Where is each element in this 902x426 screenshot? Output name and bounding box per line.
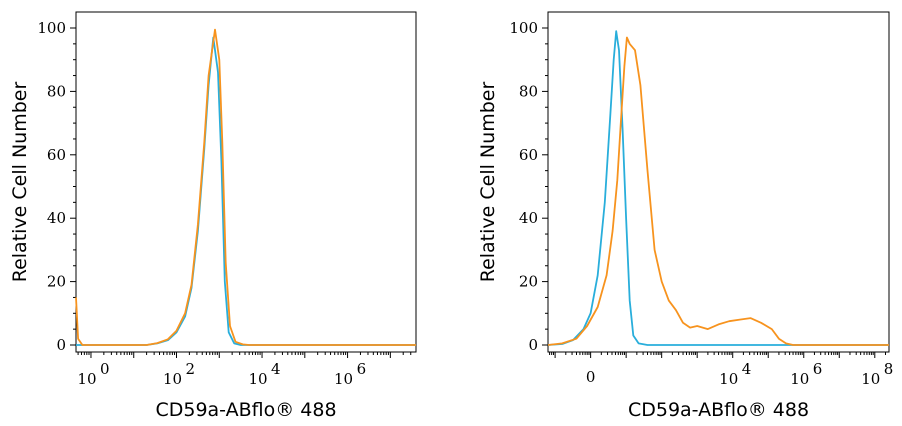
x-tick-exponent: 6: [813, 360, 823, 378]
y-axis-label: Relative Cell Number: [477, 82, 499, 283]
y-tick-label: 60: [519, 146, 538, 164]
x-tick-exponent: 6: [357, 360, 367, 378]
x-tick-label: 10: [334, 370, 353, 388]
series-line-1: [547, 30, 889, 346]
x-tick-label: 10: [790, 370, 809, 388]
series-line-1: [76, 36, 416, 346]
y-tick-label: 80: [519, 82, 538, 100]
series-line-2: [547, 36, 889, 346]
x-tick-exponent: 4: [271, 360, 281, 378]
x-tick-label: 10: [861, 370, 880, 388]
x-axis-label: CD59a-ABflo® 488: [628, 399, 809, 421]
x-tick-label: 10: [163, 370, 182, 388]
x-tick-label: 10: [719, 370, 738, 388]
y-tick-label: 100: [509, 19, 538, 37]
y-tick-label: 80: [47, 82, 66, 100]
y-tick-label: 0: [56, 336, 66, 354]
y-tick-label: 20: [519, 273, 538, 291]
x-tick-exponent: 0: [100, 360, 110, 378]
x-axis-label: CD59a-ABflo® 488: [155, 399, 336, 421]
y-tick-label: 0: [528, 336, 538, 354]
y-tick-label: 100: [37, 19, 66, 37]
x-tick-exponent: 8: [884, 360, 894, 378]
x-tick-label: 0: [586, 368, 596, 386]
plot-frame: [75, 11, 417, 353]
series-line-2: [75, 28, 416, 346]
y-tick-label: 40: [47, 209, 66, 227]
x-tick-exponent: 4: [742, 360, 752, 378]
x-tick-label: 10: [77, 370, 96, 388]
y-tick-label: 20: [47, 273, 66, 291]
y-tick-label: 40: [519, 209, 538, 227]
y-tick-label: 60: [47, 146, 66, 164]
y-axis-label: Relative Cell Number: [9, 82, 31, 283]
x-tick-label: 10: [248, 370, 267, 388]
x-tick-exponent: 2: [186, 360, 196, 378]
